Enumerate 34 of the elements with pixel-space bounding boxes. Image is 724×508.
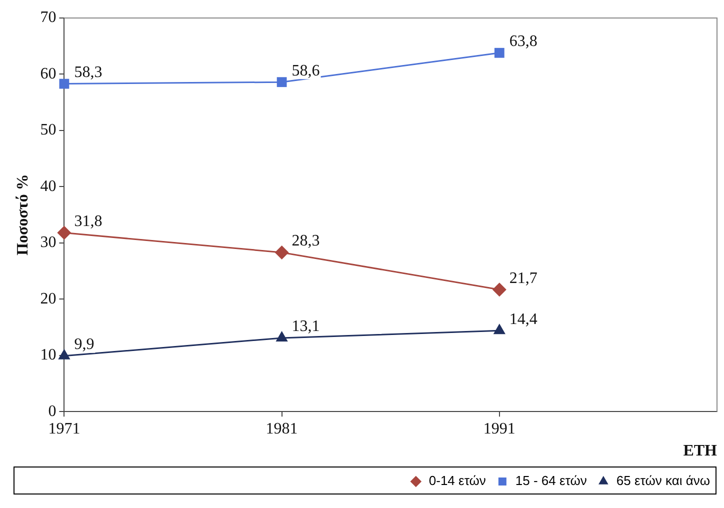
y-tick-label: 50 xyxy=(40,122,56,139)
legend-label: 15 - 64 ετών xyxy=(515,473,587,488)
x-axis-title: ΕΤΗ xyxy=(683,442,718,460)
point xyxy=(276,330,288,342)
y-tick-label: 20 xyxy=(40,290,56,308)
point xyxy=(492,282,506,297)
data-label: 14,4 xyxy=(509,310,538,328)
point xyxy=(276,77,287,88)
point xyxy=(58,348,70,360)
data-label: 31,8 xyxy=(74,212,102,230)
legend-label: 65 ετών και άνω xyxy=(616,473,710,488)
point xyxy=(274,245,289,260)
point xyxy=(59,78,70,89)
data-label: 58,6 xyxy=(292,62,320,80)
data-label: 21,7 xyxy=(509,270,538,287)
x-tick-label: 1981 xyxy=(266,420,298,438)
y-tick-label: 40 xyxy=(40,178,56,195)
y-tick-label: 10 xyxy=(40,346,56,364)
y-axis-title: Ποσοστό % xyxy=(14,174,32,256)
y-tick-label: 0 xyxy=(48,402,56,420)
x-tick-label: 1971 xyxy=(48,420,80,438)
data-label: 58,3 xyxy=(74,64,102,81)
data-label: 28,3 xyxy=(292,232,320,250)
data-label: 63,8 xyxy=(509,33,538,50)
legend-label: 0-14 ετών xyxy=(428,473,486,488)
y-tick-label: 60 xyxy=(40,65,56,82)
y-tick-label: 70 xyxy=(40,9,56,26)
point xyxy=(494,48,504,58)
point xyxy=(57,226,72,240)
data-label: 13,1 xyxy=(292,318,320,336)
x-tick-label: 1991 xyxy=(483,420,516,438)
y-tick-label: 30 xyxy=(40,234,56,252)
data-label: 9,9 xyxy=(74,336,94,354)
point xyxy=(493,324,506,334)
